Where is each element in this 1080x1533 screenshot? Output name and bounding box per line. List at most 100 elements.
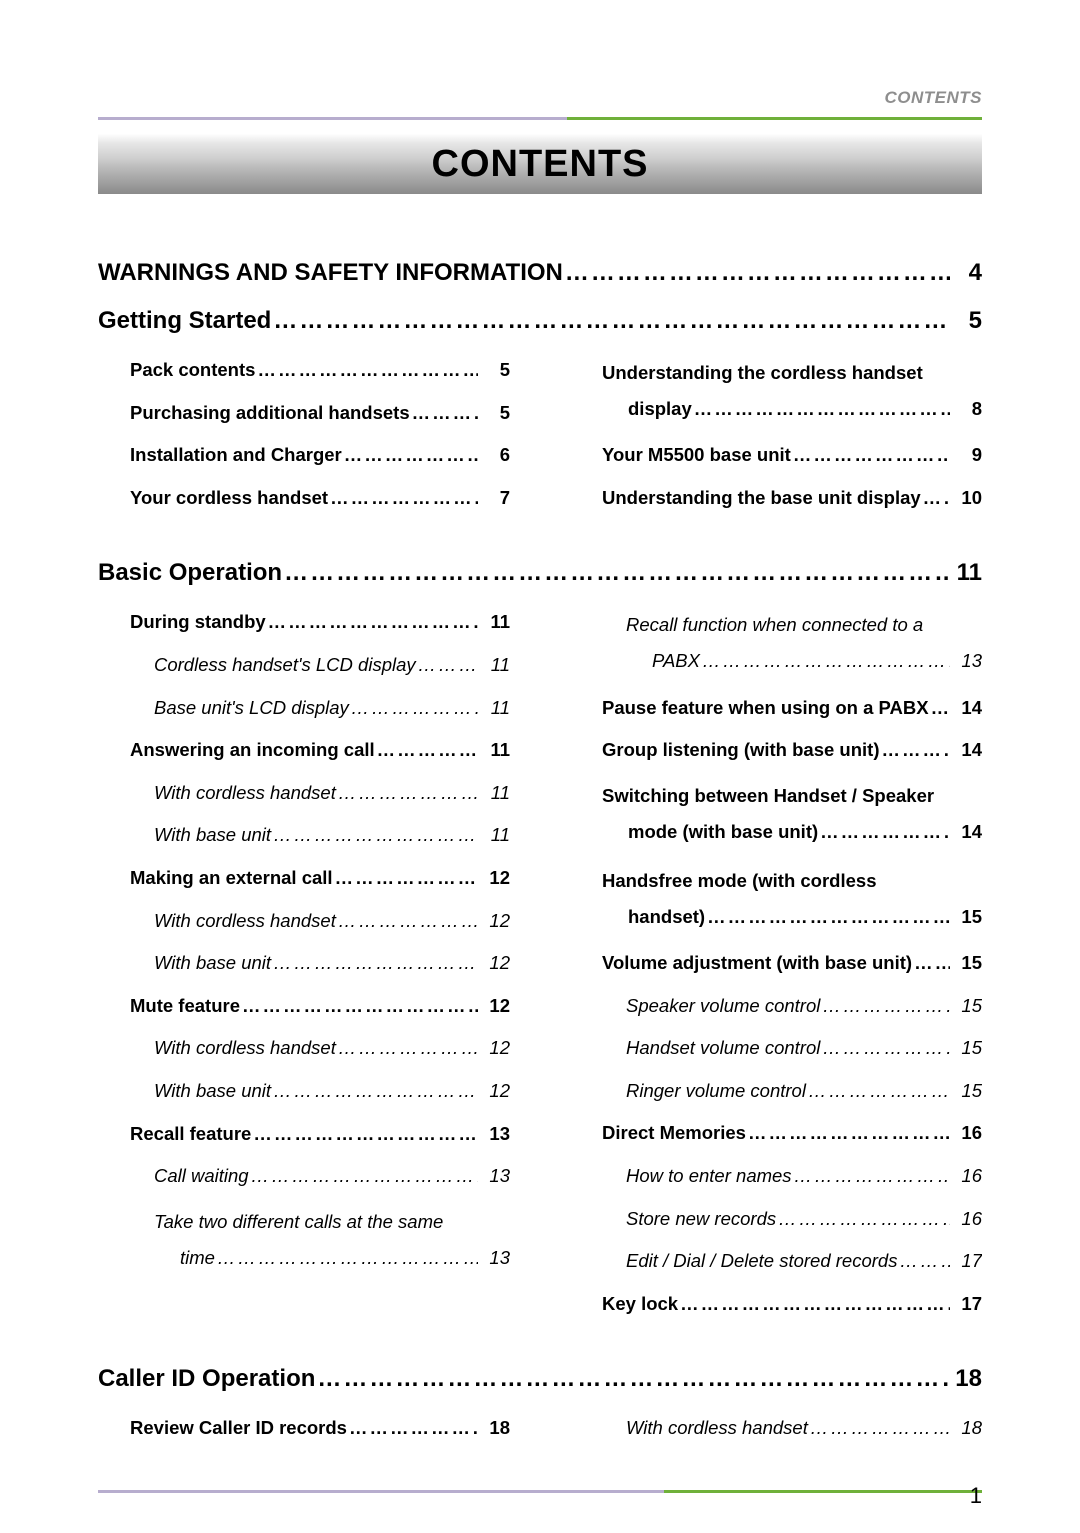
toc-entry-label-cont: display — [602, 391, 692, 427]
toc-entry-page: 15 — [954, 991, 982, 1021]
leader-dots — [418, 650, 478, 680]
toc-entry-label: With cordless handset — [154, 778, 336, 808]
toc-entry-page: 16 — [954, 1204, 982, 1234]
bottom-divider — [98, 1490, 982, 1493]
toc-entry-page: 5 — [482, 398, 510, 428]
toc-entry-label: Making an external call — [130, 863, 333, 893]
toc-entry-label: Mute feature — [130, 991, 240, 1021]
toc-entry-label: Handsfree mode (with cordless — [602, 863, 982, 899]
leader-dots — [335, 863, 478, 893]
leader-dots — [330, 483, 478, 513]
toc-entry-page: 12 — [482, 863, 510, 893]
toc-entry-label: Understanding the base unit display — [602, 483, 921, 513]
toc-entry: Mute feature12 — [98, 991, 510, 1021]
toc-column: Understanding the cordless handsetdispla… — [570, 355, 982, 525]
toc-entry-label: Group listening (with base unit) — [602, 735, 880, 765]
toc-entry-label: Cordless handset's LCD display — [154, 650, 416, 680]
toc-column: Recall function when connected to aPABX1… — [570, 607, 982, 1331]
toc-entry-label: How to enter names — [626, 1161, 792, 1191]
toc-entry: With cordless handset18 — [570, 1413, 982, 1443]
toc-entry-page: 13 — [482, 1161, 510, 1191]
leader-dots — [820, 814, 950, 850]
page-number: 1 — [970, 1483, 982, 1509]
leader-dots — [822, 991, 950, 1021]
toc-entry-label: Switching between Handset / Speaker — [602, 778, 982, 814]
toc-entry-label: Store new records — [626, 1204, 776, 1234]
toc-entry-label-cont: handset) — [602, 899, 705, 935]
toc-entry: Understanding the cordless handsetdispla… — [570, 355, 982, 427]
toc-section-label: WARNINGS AND SAFETY INFORMATION — [98, 259, 563, 287]
leader-dots — [707, 899, 950, 935]
toc-entry-page: 17 — [954, 1246, 982, 1276]
toc-entry-page: 16 — [954, 1118, 982, 1148]
toc-entry-label: Answering an incoming call — [130, 735, 375, 765]
toc-entry: With base unit12 — [98, 948, 510, 978]
toc-entry: Store new records 16 — [570, 1204, 982, 1234]
toc-columns: Pack contents5Purchasing additional hand… — [98, 355, 982, 525]
toc-entry-page: 11 — [482, 650, 510, 680]
toc-entry-page: 6 — [482, 440, 510, 470]
toc-section: WARNINGS AND SAFETY INFORMATION 4 — [98, 259, 982, 287]
leader-dots — [778, 1204, 950, 1234]
leader-dots — [257, 355, 478, 385]
toc-entry-label: During standby — [130, 607, 266, 637]
leader-dots — [242, 991, 478, 1021]
leader-dots — [338, 906, 478, 936]
toc-entry: Making an external call 12 — [98, 863, 510, 893]
toc-entry: Recall function when connected to aPABX1… — [570, 607, 982, 679]
leader-dots — [273, 820, 478, 850]
toc-entry-label: Your cordless handset — [130, 483, 328, 513]
toc-column: With cordless handset18 — [570, 1413, 982, 1456]
toc-entry-label: With base unit — [154, 820, 271, 850]
toc-entry-page: 7 — [482, 483, 510, 513]
toc-section-label: Basic Operation — [98, 559, 282, 587]
toc-entry-label: With cordless handset — [154, 1033, 336, 1063]
leader-dots — [217, 1240, 478, 1276]
toc-entry-page: 14 — [954, 693, 982, 723]
toc-column: Review Caller ID records 18 — [98, 1413, 510, 1456]
toc-entry: With base unit11 — [98, 820, 510, 850]
toc-entry-page: 12 — [482, 906, 510, 936]
toc-entry-label: Direct Memories — [602, 1118, 746, 1148]
toc-entry-label: Base unit's LCD display — [154, 693, 349, 723]
leader-dots — [931, 693, 950, 723]
toc-entry-label: Pack contents — [130, 355, 255, 385]
toc-entry-page: 13 — [482, 1240, 510, 1276]
toc-section-page: 4 — [954, 259, 982, 287]
toc-section-page: 5 — [954, 307, 982, 335]
toc-entry-page: 18 — [482, 1413, 510, 1443]
toc-entry-label: Volume adjustment (with base unit) — [602, 948, 912, 978]
toc-entry: Pause feature when using on a PABX14 — [570, 693, 982, 723]
leader-dots — [344, 440, 478, 470]
toc-entry-label: Installation and Charger — [130, 440, 342, 470]
toc-entry-page: 18 — [954, 1413, 982, 1443]
toc-entry: Pack contents5 — [98, 355, 510, 385]
toc-section: Caller ID Operation18 — [98, 1365, 982, 1393]
toc-entry-page: 15 — [954, 899, 982, 935]
leader-dots — [273, 948, 478, 978]
toc-entry-page: 10 — [954, 483, 982, 513]
leader-dots — [351, 693, 478, 723]
toc-entry-label: Take two different calls at the same — [154, 1204, 510, 1240]
toc-entry: Handsfree mode (with cordlesshandset) 15 — [570, 863, 982, 935]
leader-dots — [273, 307, 950, 335]
running-head: CONTENTS — [885, 88, 983, 108]
toc-entry-page: 11 — [482, 735, 510, 765]
toc-entry: Direct Memories 16 — [570, 1118, 982, 1148]
toc-entry-label-cont: mode (with base unit) — [602, 814, 818, 850]
toc-entry-label: Handset volume control — [626, 1033, 820, 1063]
toc-entry: Key lock17 — [570, 1289, 982, 1319]
toc-column: During standby 11 Cordless handset's LCD d… — [98, 607, 510, 1331]
toc-entry-label: Review Caller ID records — [130, 1413, 347, 1443]
toc-entry: With cordless handset12 — [98, 906, 510, 936]
toc-content: WARNINGS AND SAFETY INFORMATION 4 Getting … — [98, 259, 982, 1456]
toc-section-label: Getting Started — [98, 307, 271, 335]
toc-entry-page: 15 — [954, 1076, 982, 1106]
toc-entry-page: 14 — [954, 735, 982, 765]
toc-entry: Review Caller ID records 18 — [98, 1413, 510, 1443]
title-banner: CONTENTS — [98, 134, 982, 194]
toc-entry-label-cont: time — [154, 1240, 215, 1276]
toc-entry: Recall feature13 — [98, 1119, 510, 1149]
leader-dots — [702, 643, 950, 679]
toc-entry-label: Recall feature — [130, 1119, 251, 1149]
